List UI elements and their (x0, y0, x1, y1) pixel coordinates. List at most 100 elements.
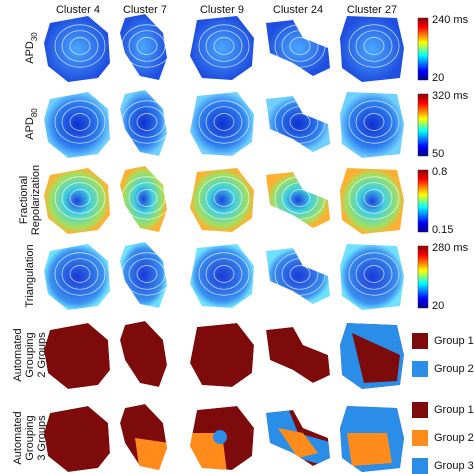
group-map (266, 410, 330, 466)
row-label-line: APD (24, 117, 36, 140)
row-label-line: Repolarization (30, 165, 42, 235)
colorbar (417, 245, 429, 309)
heat-map (120, 90, 167, 156)
contour (205, 30, 243, 62)
heat-map (340, 16, 404, 82)
map (44, 16, 110, 82)
contour (136, 113, 158, 131)
group-map (340, 406, 404, 472)
map (44, 244, 110, 310)
contour (121, 100, 173, 144)
contour (281, 106, 319, 138)
group-region (190, 323, 254, 387)
heat-map (44, 92, 110, 158)
colorbar-min: 0.15 (432, 224, 453, 236)
group-region (266, 327, 330, 383)
contour (121, 24, 173, 68)
colorbar-min: 20 (432, 300, 444, 312)
map (190, 406, 254, 470)
group-region (120, 321, 167, 387)
legend-swatch (412, 402, 428, 418)
row-label: APD80 (24, 108, 39, 140)
legend-swatch (412, 458, 428, 474)
map (340, 16, 404, 82)
group-map (266, 327, 330, 383)
contour (136, 265, 158, 283)
heat-map (190, 92, 254, 156)
row-label-subscript: 80 (30, 108, 39, 117)
contour (363, 113, 385, 131)
map (340, 168, 404, 234)
column-header: Cluster 27 (347, 4, 397, 16)
contour (198, 24, 250, 68)
map (120, 90, 173, 156)
map (120, 166, 173, 232)
contour (213, 113, 235, 131)
contour (289, 113, 311, 131)
row-label-line: 2 Groups (36, 332, 48, 378)
heat-map (120, 166, 167, 232)
legend-label: Group 3 (434, 460, 474, 472)
contour (355, 106, 393, 138)
map (44, 168, 110, 234)
colorbar-min: 20 (432, 72, 444, 84)
contour (348, 24, 400, 68)
contour (363, 189, 385, 207)
heat-map (44, 168, 110, 234)
map (44, 92, 110, 158)
map (266, 248, 330, 304)
map (340, 244, 404, 310)
contour (205, 258, 243, 290)
contour (54, 252, 106, 296)
map (44, 323, 110, 389)
map (190, 168, 254, 232)
contour (54, 176, 106, 220)
contour (274, 252, 326, 296)
map (266, 20, 330, 76)
contour (355, 258, 393, 290)
contour (54, 100, 106, 144)
column-header: Cluster 24 (273, 4, 323, 16)
row-label: AutomatedGrouping3 Groups (12, 411, 48, 464)
map (120, 321, 167, 387)
group-map (190, 406, 254, 470)
legend-swatch (412, 333, 428, 349)
colorbar-min: 50 (432, 148, 444, 160)
contour (54, 24, 106, 68)
group-region (44, 323, 110, 389)
heat-map (190, 168, 254, 232)
contour (289, 265, 311, 283)
contour (61, 106, 99, 138)
group-map (44, 323, 110, 389)
row-label-line: Fractional (18, 176, 30, 224)
legend-swatch (412, 361, 428, 377)
row-label-line: Grouping (24, 415, 36, 460)
legend-label: Group 2 (434, 432, 474, 444)
group-region (278, 428, 318, 458)
heat-map (266, 248, 330, 304)
map (190, 244, 254, 308)
contour (61, 182, 99, 214)
group-map (340, 323, 404, 389)
contour (69, 37, 91, 55)
heat-map (190, 16, 254, 80)
heat-map (266, 172, 330, 228)
contour (69, 113, 91, 131)
map (120, 404, 167, 470)
row-label: Triangulation (24, 244, 36, 307)
group-map (44, 406, 110, 472)
heat-map (44, 244, 110, 310)
column-header: Cluster 4 (56, 4, 100, 16)
row-label-subscript: 30 (30, 32, 39, 41)
heat-map (120, 14, 167, 80)
column-header: Cluster 9 (200, 4, 244, 16)
heat-map (120, 242, 167, 308)
map (190, 92, 254, 156)
row-label: APD30 (24, 32, 39, 64)
colorbar-max: 0.8 (432, 166, 447, 178)
contour (205, 182, 243, 214)
contour (213, 189, 235, 207)
contour (128, 106, 166, 138)
heat-map (340, 168, 404, 234)
row-label: FractionalRepolarization (18, 165, 42, 235)
